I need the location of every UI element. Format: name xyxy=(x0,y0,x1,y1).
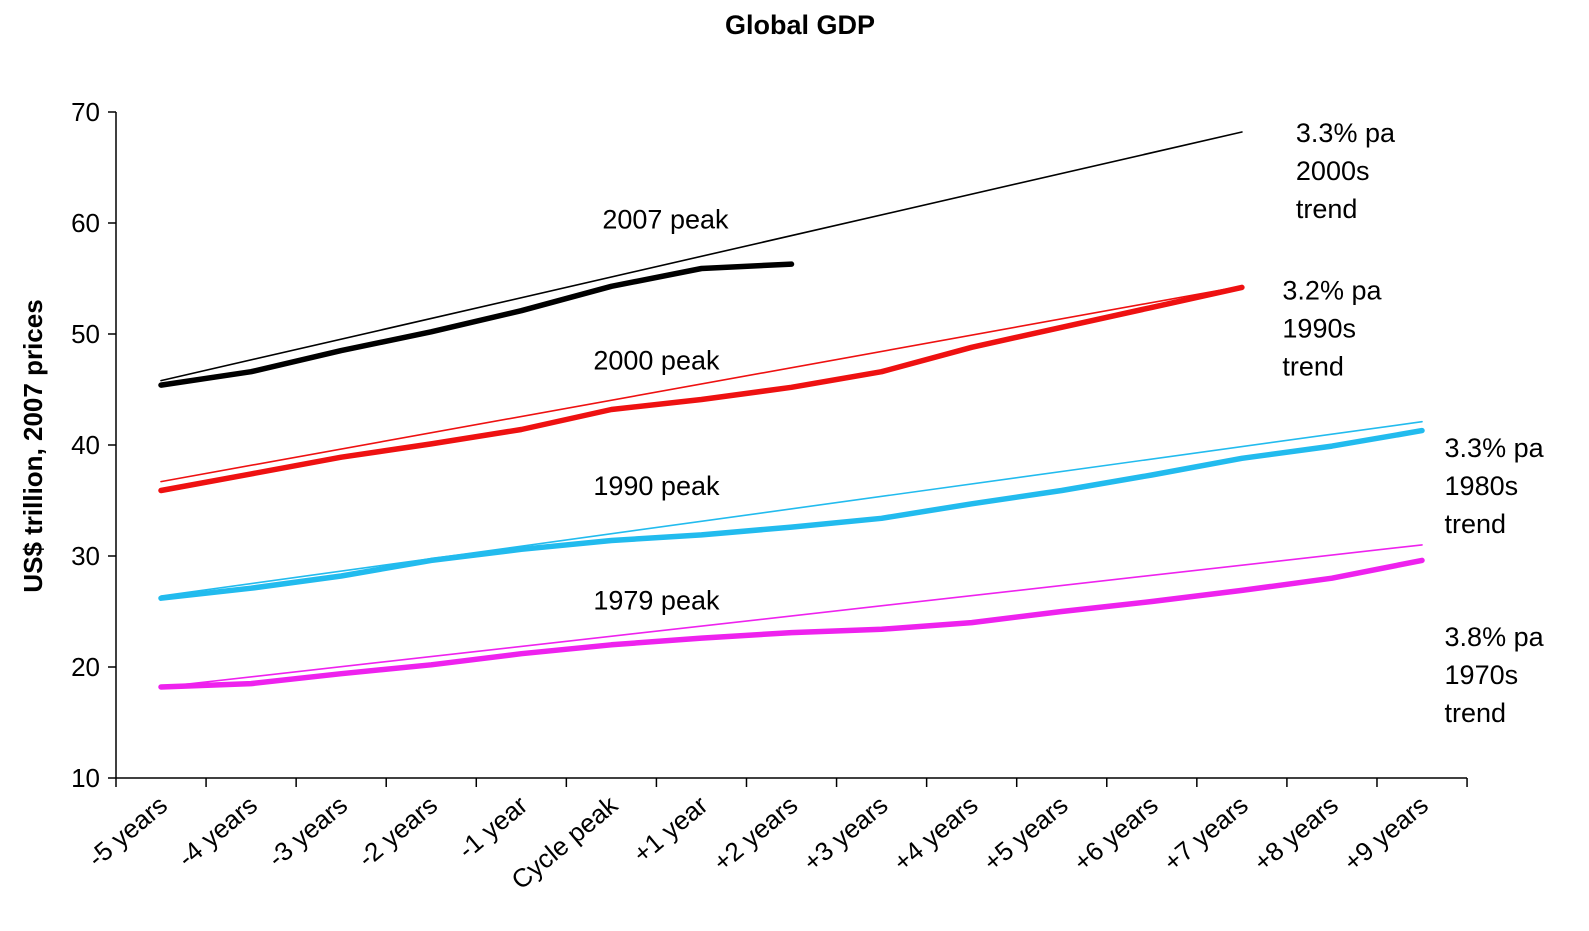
annotation-label: 2000 peak xyxy=(593,346,720,376)
series-layer xyxy=(158,131,1425,690)
x-tick-label: -1 year xyxy=(452,789,534,864)
x-tick-label: +3 years xyxy=(797,790,893,878)
annotation-layer: 2007 peak 2000 peak 1990 peak 1979 peak 3.3%… xyxy=(593,118,1544,728)
annotation-line: 1990 peak xyxy=(593,471,720,501)
axes: 10 20 30 40 50 60 70 -5 years-4 years-3 years-2… xyxy=(71,97,1468,895)
annotation-label: 3.8% pa 1970s trend xyxy=(1445,622,1545,728)
annotation-line: 3.2% pa xyxy=(1282,276,1382,306)
trend-line-series-5 xyxy=(160,420,1423,597)
y-tick-label: 10 xyxy=(71,763,100,793)
annotation-line: 2000s xyxy=(1296,156,1370,186)
data-line-series-6 xyxy=(158,557,1425,690)
annotation-line: 1980s xyxy=(1445,471,1519,501)
chart-title: Global GDP xyxy=(725,10,875,40)
x-tick-label: -5 years xyxy=(82,790,173,873)
annotation-line: 1979 peak xyxy=(593,585,720,615)
y-tick-label: 20 xyxy=(71,652,100,682)
x-tick-label: +4 years xyxy=(887,790,983,878)
annotation-line: 3.3% pa xyxy=(1296,118,1396,148)
annotation-label: 1979 peak xyxy=(593,585,720,615)
annotation-line: 3.8% pa xyxy=(1445,622,1545,652)
annotation-line: 2007 peak xyxy=(602,205,729,235)
annotation-line: trend xyxy=(1445,698,1507,728)
data-line-series-2 xyxy=(158,284,1245,494)
data-line-series-4 xyxy=(158,427,1425,601)
x-tick-label: +8 years xyxy=(1248,790,1344,878)
x-tick-label: -2 years xyxy=(352,790,443,873)
x-tick-label: -4 years xyxy=(172,790,263,873)
trend-line-series-3 xyxy=(160,285,1243,483)
trend-line-series-7 xyxy=(160,544,1423,688)
x-tick-label: -3 years xyxy=(262,790,353,873)
annotation-line: 3.3% pa xyxy=(1445,433,1545,463)
annotation-line: 2000 peak xyxy=(593,346,720,376)
x-tick-label: +1 year xyxy=(627,789,714,868)
annotation-line: trend xyxy=(1296,194,1358,224)
annotation-label: 2007 peak xyxy=(602,205,729,235)
annotation-line: 1970s xyxy=(1445,660,1519,690)
annotation-label: 1990 peak xyxy=(593,471,720,501)
annotation-label: 3.3% pa 1980s trend xyxy=(1445,433,1545,539)
annotation-label: 3.2% pa 1990s trend xyxy=(1282,276,1382,382)
data-line-series-0 xyxy=(158,261,795,388)
trend-line-series-1 xyxy=(160,131,1243,382)
annotation-line: 1990s xyxy=(1282,314,1356,344)
x-tick-label: +5 years xyxy=(977,790,1073,878)
y-tick-label: 40 xyxy=(71,430,100,460)
annotation-line: trend xyxy=(1282,352,1344,382)
y-axis-label: US$ trillion, 2007 prices xyxy=(18,299,48,592)
x-tick-label: +7 years xyxy=(1157,790,1253,878)
x-tick-label: +2 years xyxy=(707,790,803,878)
x-tick-label: +6 years xyxy=(1067,790,1163,878)
annotation-label: 3.3% pa 2000s trend xyxy=(1296,118,1396,224)
y-tick-label: 30 xyxy=(71,541,100,571)
x-tick-label: +9 years xyxy=(1338,790,1434,878)
y-tick-label: 50 xyxy=(71,319,100,349)
y-tick-label: 70 xyxy=(71,97,100,127)
y-tick-label: 60 xyxy=(71,208,100,238)
annotation-line: trend xyxy=(1445,509,1507,539)
